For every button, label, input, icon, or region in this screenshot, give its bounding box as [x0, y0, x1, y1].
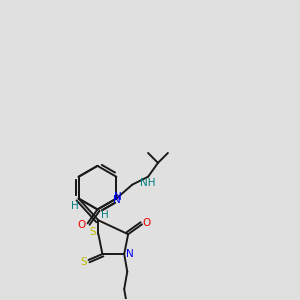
Text: O: O	[77, 220, 86, 230]
Text: O: O	[143, 218, 151, 228]
Text: H: H	[101, 210, 109, 220]
Text: S: S	[89, 227, 96, 237]
Text: N: N	[115, 192, 122, 202]
Text: NH: NH	[140, 178, 156, 188]
Text: S: S	[80, 257, 87, 267]
Text: H: H	[71, 202, 79, 212]
Text: N: N	[113, 194, 121, 205]
Text: N: N	[126, 249, 134, 259]
